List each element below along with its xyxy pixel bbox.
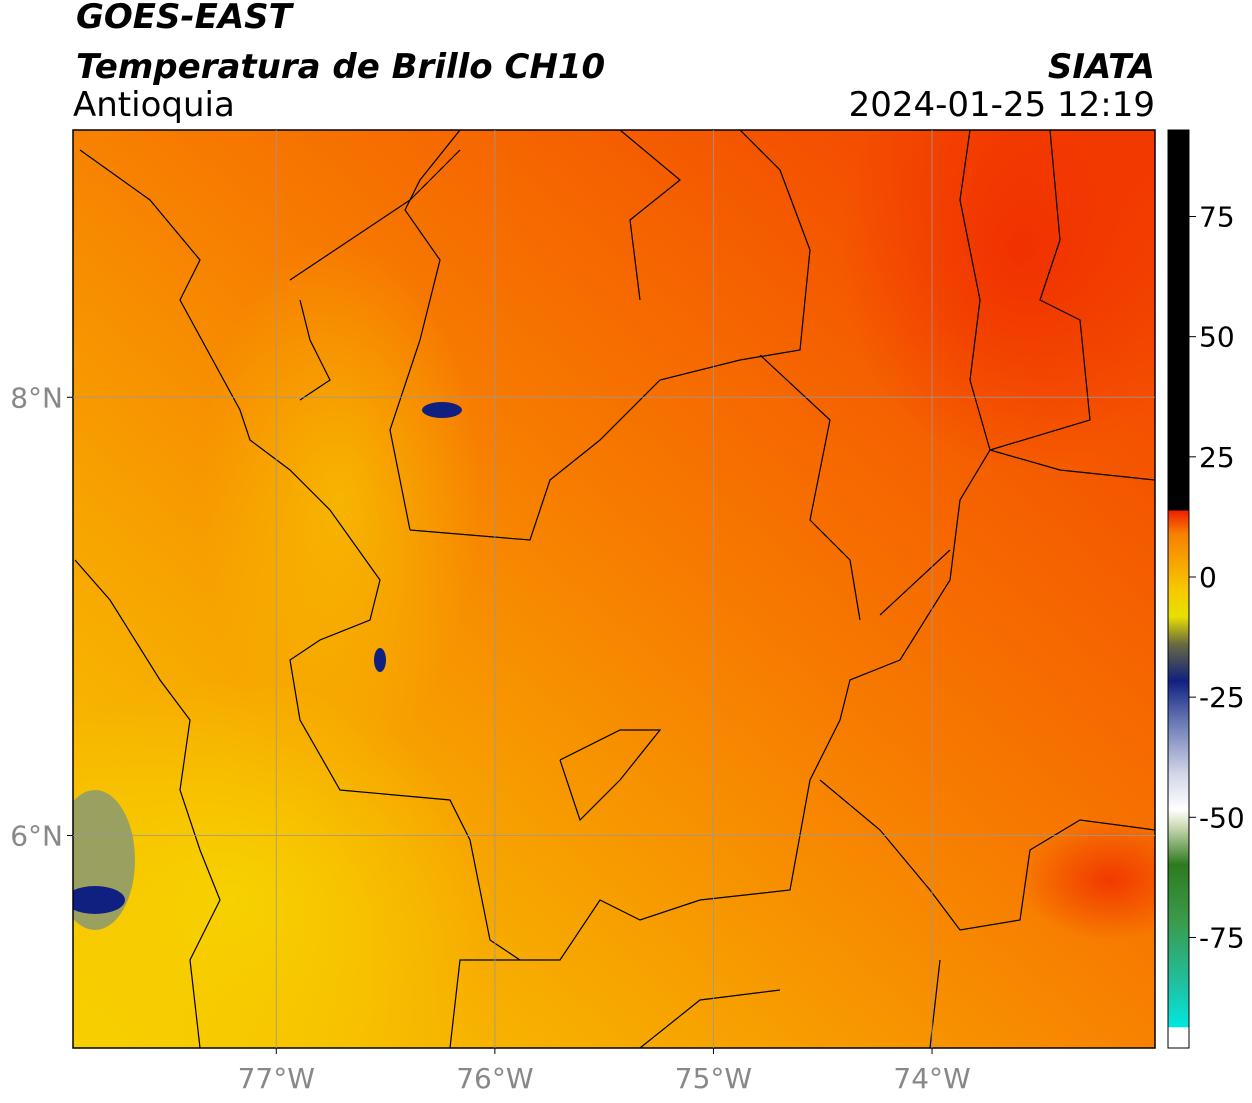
subtitle: Temperatura de Brillo CH10 [76, 47, 605, 87]
lat-label: 8°N [10, 381, 63, 414]
lat-label: 6°N [10, 819, 63, 852]
colorbar-label: 50 [1199, 321, 1235, 354]
colorbar [1167, 129, 1190, 1049]
title: GOES-EAST [76, 0, 295, 37]
lon-label: 74°W [893, 1062, 970, 1095]
colorbar-label: 75 [1199, 201, 1235, 234]
source: SIATA [1048, 47, 1155, 87]
lon-label: 75°W [675, 1062, 752, 1095]
lon-label: 76°W [456, 1062, 533, 1095]
colorbar-label: 25 [1199, 441, 1235, 474]
colorbar-label: 0 [1199, 561, 1217, 594]
region: Antioquia [73, 85, 235, 125]
lon-label: 77°W [238, 1062, 315, 1095]
colorbar-label: -50 [1199, 801, 1245, 834]
map-frame [72, 129, 1156, 1049]
datetime: 2024-01-25 12:19 [849, 85, 1155, 125]
colorbar-label: -25 [1199, 681, 1245, 714]
map [73, 130, 1155, 1048]
colorbar-label: -75 [1199, 921, 1245, 954]
